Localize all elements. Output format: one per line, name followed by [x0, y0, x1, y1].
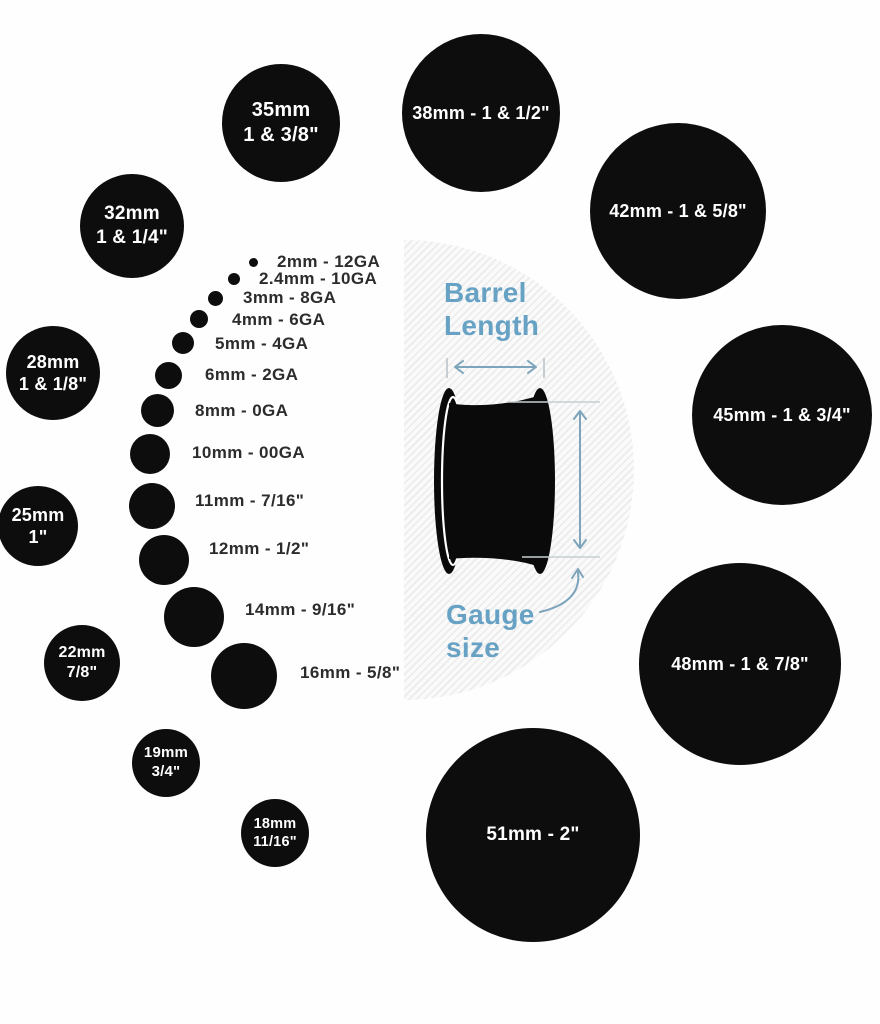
size-circle-22mm: 22mm 7/8"	[44, 625, 120, 701]
gauge-dot-label-14mm: 14mm - 9/16"	[245, 600, 356, 619]
gauge-size-label-line2: size	[446, 632, 501, 663]
gauge-curved-arrow	[539, 568, 584, 613]
gauge-dot-label-16mm: 16mm - 5/8"	[300, 663, 401, 682]
gauge-dot-6mm	[154, 361, 182, 389]
size-circle-label: 38mm - 1 & 1/2"	[412, 102, 550, 123]
gauge-dot-2mm	[248, 257, 258, 267]
size-circle-28mm: 28mm 1 & 1/8"	[6, 326, 100, 420]
size-circle-48mm: 48mm - 1 & 7/8"	[639, 563, 841, 765]
size-circle-label: 48mm - 1 & 7/8"	[671, 653, 809, 674]
barrel-length-label-line1: Barrel	[444, 277, 527, 308]
size-circle-32mm: 32mm 1 & 1/4"	[80, 174, 184, 278]
size-circle-label: 35mm	[251, 99, 311, 121]
gauge-dot-10mm	[130, 434, 170, 474]
size-circle-label: 7/8"	[66, 664, 98, 681]
gauge-dot-3mm	[207, 290, 223, 306]
size-circle-19mm: 19mm 3/4"	[132, 729, 200, 797]
gauge-dot-label-6mm: 6mm - 2GA	[205, 365, 299, 384]
barrel-length-arrow	[454, 360, 537, 374]
gauge-dot-5mm	[172, 332, 194, 354]
size-circle-label: 25mm	[11, 504, 65, 525]
gauge-dot-label-8mm: 8mm - 0GA	[195, 401, 289, 420]
size-circle-51mm: 51mm - 2"	[426, 728, 640, 942]
gauge-size-label: Gauge size	[446, 598, 535, 664]
size-circle-45mm: 45mm - 1 & 3/4"	[692, 325, 872, 505]
size-circle-label: 11/16"	[253, 834, 297, 850]
size-circle-25mm: 25mm 1"	[0, 486, 78, 566]
size-circle-label: 51mm - 2"	[486, 824, 580, 846]
gauge-dot-11mm	[129, 483, 175, 529]
gauge-dot-label-2mm: 2mm - 12GA	[277, 252, 381, 271]
size-circle-label: 1 & 3/8"	[243, 124, 319, 146]
barrel-length-ticks	[446, 358, 545, 378]
gauge-dot-12mm	[139, 535, 189, 585]
size-circle-35mm: 35mm 1 & 3/8"	[222, 64, 340, 182]
gauge-dot-label-10mm: 10mm - 00GA	[192, 443, 306, 462]
gauge-size-label-line1: Gauge	[446, 599, 535, 630]
plug-silhouette	[434, 388, 555, 574]
gauge-dot-4mm	[190, 310, 208, 328]
size-circle-38mm: 38mm - 1 & 1/2"	[402, 34, 560, 192]
size-circle-label: 28mm	[26, 351, 80, 372]
size-circle-label: 1 & 1/4"	[96, 227, 168, 248]
size-circle-label: 3/4"	[151, 763, 181, 780]
barrel-length-label-line2: Length	[444, 310, 540, 341]
gauge-dot-14mm	[164, 587, 224, 647]
plug-diagram	[434, 358, 600, 613]
gauge-dot-16mm	[211, 643, 277, 709]
size-circle-label: 19mm	[143, 744, 189, 762]
gauge-dot-label-3mm: 3mm - 8GA	[243, 288, 337, 307]
barrel-length-label: Barrel Length	[444, 276, 539, 342]
gauge-reference-lines	[508, 401, 600, 558]
gauge-dot-label-2-4mm: 2.4mm - 10GA	[259, 269, 378, 288]
size-circle-label: 1"	[28, 527, 48, 547]
size-circle-label: 32mm	[104, 203, 160, 225]
gauge-dot-8mm	[140, 393, 174, 427]
gauge-dot-label-12mm: 12mm - 1/2"	[209, 539, 310, 558]
size-circle-label: 18mm	[253, 815, 297, 832]
gauge-dot-label-4mm: 4mm - 6GA	[232, 310, 326, 329]
gauge-dot-2-4mm	[228, 273, 240, 285]
size-circle-label: 1 & 1/8"	[18, 374, 88, 394]
gauge-dot-label-5mm: 5mm - 4GA	[215, 334, 309, 353]
size-circle-label: 22mm	[58, 644, 106, 661]
gauge-dot-label-11mm: 11mm - 7/16"	[195, 491, 305, 510]
gauge-size-arrow	[573, 410, 587, 549]
size-circle-label: 42mm - 1 & 5/8"	[609, 200, 747, 221]
size-circle-label: 45mm - 1 & 3/4"	[713, 404, 851, 425]
size-circle-42mm: 42mm - 1 & 5/8"	[590, 123, 766, 299]
size-circle-18mm: 18mm 11/16"	[241, 799, 309, 867]
